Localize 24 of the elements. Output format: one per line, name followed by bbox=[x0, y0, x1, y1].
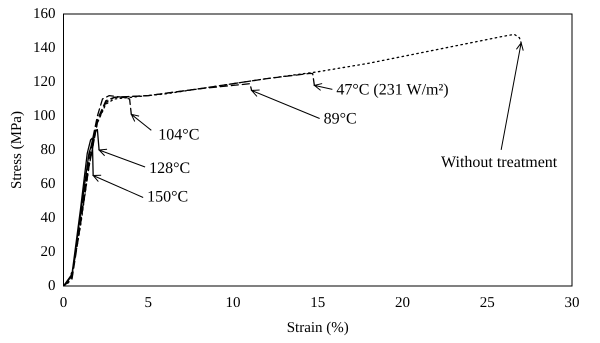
y-tick-label: 140 bbox=[33, 40, 56, 56]
annotation: 150°C bbox=[147, 188, 188, 206]
y-tick-label: 160 bbox=[33, 6, 56, 22]
y-tick-label: 60 bbox=[40, 176, 56, 192]
y-tick-label: 40 bbox=[40, 210, 56, 226]
x-tick-label: 30 bbox=[564, 294, 580, 311]
annotation: 89°C bbox=[324, 110, 357, 128]
y-tick-label: 100 bbox=[33, 108, 56, 124]
x-tick-label: 15 bbox=[310, 294, 326, 311]
x-tick-label: 25 bbox=[480, 294, 495, 311]
annotation: 104°C bbox=[158, 126, 200, 144]
y-tick-label: 80 bbox=[40, 142, 56, 158]
annotation: 128°C bbox=[149, 160, 190, 178]
x-axis-title: Strain (%) bbox=[286, 320, 349, 336]
x-tick-label: 20 bbox=[395, 294, 410, 311]
y-tick-label: 120 bbox=[33, 74, 56, 90]
x-tick-label: 0 bbox=[60, 294, 68, 311]
x-tick-label: 5 bbox=[144, 294, 152, 311]
x-tick-label: 10 bbox=[226, 294, 240, 311]
y-tick-label: 0 bbox=[48, 278, 56, 294]
annotation: 47°C (231 W/m²) bbox=[336, 82, 449, 99]
annotation: Without treatment bbox=[441, 154, 558, 172]
y-axis-title: Stress (MPa) bbox=[8, 111, 25, 189]
y-tick-label: 20 bbox=[40, 244, 56, 260]
